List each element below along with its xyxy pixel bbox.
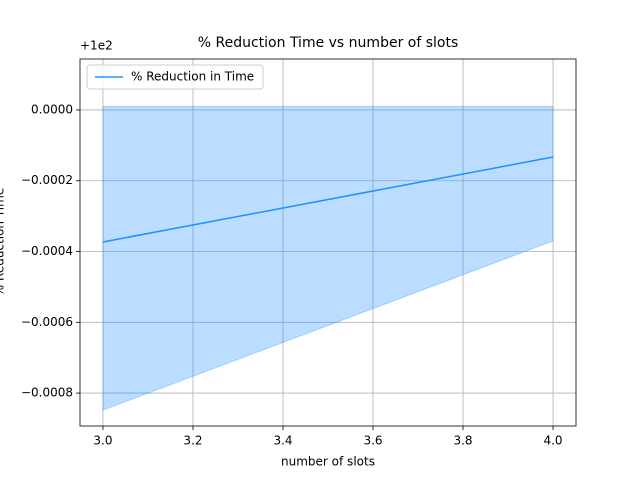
legend: % Reduction in Time	[86, 64, 264, 90]
x-tick-label: 3.2	[183, 434, 202, 448]
line	[102, 156, 554, 243]
confidence-band	[102, 105, 554, 411]
x-tick-label: 3.0	[93, 434, 112, 448]
chart-title: % Reduction Time vs number of slots	[198, 35, 459, 51]
legend-label: % Reduction in Time	[131, 70, 254, 84]
y-tick-label: 0.0000	[31, 102, 73, 116]
y-tick-label: −0.0006	[21, 315, 73, 329]
y-offset-label: +1e2	[80, 39, 113, 53]
x-tick-label: 3.4	[273, 434, 292, 448]
y-tick-label: −0.0008	[21, 386, 73, 400]
legend-box	[86, 64, 264, 90]
plot	[102, 105, 554, 411]
grid	[80, 59, 576, 426]
x-tick-label: 4.0	[543, 434, 562, 448]
y-axis-label: % Reduction Time	[0, 188, 7, 296]
x-tick-label: 3.6	[363, 434, 382, 448]
y-tick-label: −0.0002	[21, 173, 73, 187]
plot-frame	[79, 58, 577, 427]
x-tick-label: 3.8	[453, 434, 472, 448]
y-tick-label: −0.0004	[21, 244, 73, 258]
x-axis-label: number of slots	[281, 455, 375, 469]
